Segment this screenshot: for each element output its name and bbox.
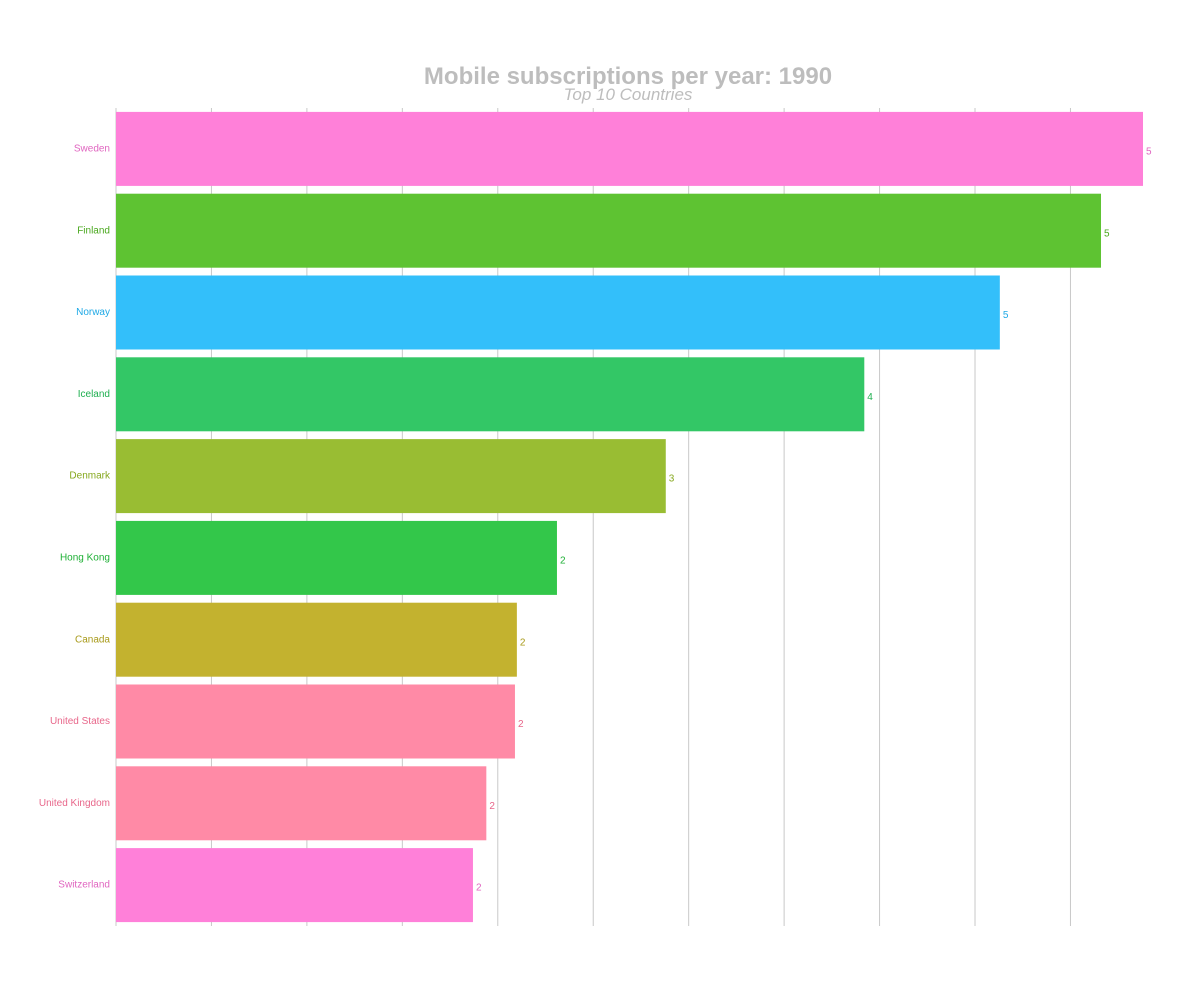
value-label: 2 [560,556,566,567]
bar [116,766,487,841]
chart-subtitle: Top 10 Countries [563,85,693,104]
bar-layer [116,111,1143,923]
value-label: 2 [476,883,482,894]
bar [116,439,666,514]
bar [116,520,557,595]
bar [116,848,473,923]
chart-title: Mobile subscriptions per year: 1990 [423,63,833,90]
value-label: 2 [520,637,526,648]
bar [116,684,515,759]
category-label: United Kingdom [39,798,110,809]
value-label: 5 [1146,147,1152,158]
category-label: Denmark [69,471,111,482]
category-label: Finland [77,225,110,236]
category-label: United States [50,716,110,727]
bar [116,193,1102,268]
bar [116,602,517,677]
value-label: 2 [518,719,524,730]
label-layer: Sweden 5 Finland 5 Norway 5 Iceland 4 Denmark 3 Ho… [39,144,1152,894]
category-label: Sweden [74,144,110,155]
category-label: Switzerland [58,880,110,891]
value-label: 3 [669,474,675,485]
category-label: Hong Kong [60,553,110,564]
value-label: 4 [867,392,873,403]
bar [116,275,1000,350]
bar [116,357,865,432]
category-label: Canada [75,634,110,645]
bar [116,111,1143,186]
category-label: Norway [76,307,110,318]
value-label: 2 [489,801,495,812]
value-label: 5 [1003,310,1009,321]
category-label: Iceland [78,389,110,400]
value-label: 5 [1104,228,1110,239]
